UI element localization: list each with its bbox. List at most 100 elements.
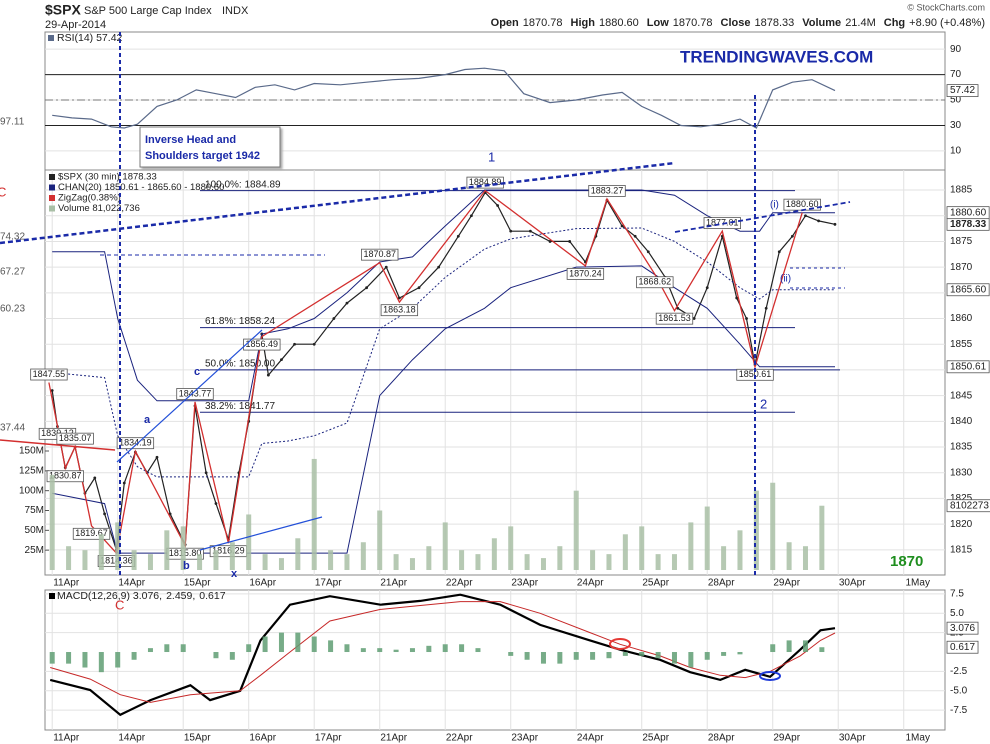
price-point xyxy=(204,471,208,475)
target-text: Inverse Head and xyxy=(145,134,236,146)
bar xyxy=(426,546,432,571)
price-point xyxy=(833,222,837,226)
stat-label: Open xyxy=(491,17,519,29)
bar xyxy=(66,652,72,664)
stat-label: Volume xyxy=(802,17,841,29)
bar xyxy=(786,542,792,571)
price-point xyxy=(93,476,97,480)
legend-swatch xyxy=(49,195,55,201)
y-tick-label: 1875 xyxy=(950,236,973,247)
cut-label: 37.44 xyxy=(0,423,25,434)
y-tick-label: -5.0 xyxy=(950,685,968,696)
bar xyxy=(409,558,415,571)
last-value-label: 57.42 xyxy=(950,85,975,96)
last-value-box xyxy=(946,621,979,635)
bar xyxy=(721,652,727,656)
pivot-label: 1883.27 xyxy=(591,185,624,195)
price-point xyxy=(817,219,820,223)
price-point xyxy=(548,240,552,243)
pivot-label: 1843.77 xyxy=(179,388,212,398)
x-tick-label: 1May xyxy=(906,578,930,589)
x-tick-label: 29Apr xyxy=(773,578,800,589)
date: 29-Apr-2014 xyxy=(45,19,106,31)
pivot-box xyxy=(380,304,419,317)
stat-value: 1880.60 xyxy=(599,17,639,29)
pivot-box xyxy=(588,185,626,197)
highlight-ellipse xyxy=(759,671,781,681)
price-point xyxy=(293,342,296,346)
last-value-label: 8102273 xyxy=(950,500,989,511)
y-tick-label: 1815 xyxy=(950,544,973,555)
fib-label: 50.0%: 1850.00 xyxy=(205,359,275,370)
bar xyxy=(622,534,628,571)
pivot-label: 1880.60 xyxy=(786,199,819,209)
neckline xyxy=(674,201,851,233)
cut-label: C xyxy=(0,184,6,199)
bar xyxy=(131,550,137,571)
pivot-label: 1868.62 xyxy=(639,277,672,287)
x-tick-label: 15Apr xyxy=(184,733,211,744)
y-tick-label: 1855 xyxy=(950,339,973,350)
bar xyxy=(491,538,497,571)
bar xyxy=(246,644,252,653)
site-label: TRENDINGWAVES.COM xyxy=(680,47,873,66)
y-tick-label: 1820 xyxy=(950,519,973,530)
x-tick-label: 16Apr xyxy=(249,733,276,744)
bar xyxy=(82,550,88,571)
series-line xyxy=(49,593,836,717)
price-point xyxy=(646,250,650,254)
bar xyxy=(573,490,579,571)
x-tick-label: 24Apr xyxy=(577,733,604,744)
last-value-box xyxy=(946,283,990,297)
bar xyxy=(540,652,546,664)
bar xyxy=(688,522,694,571)
pivot-label: 1816.29 xyxy=(212,546,245,556)
bar xyxy=(671,554,677,571)
bar xyxy=(639,652,645,656)
wave-label: x xyxy=(231,568,238,580)
bar xyxy=(786,640,792,653)
bar xyxy=(66,546,72,571)
bar xyxy=(262,636,268,653)
price-point xyxy=(397,296,401,300)
pivot-label: 1870.87 xyxy=(363,249,396,259)
channel-lower xyxy=(52,265,835,554)
series-line xyxy=(52,67,836,129)
stat-label: High xyxy=(571,17,596,29)
price-point xyxy=(496,204,500,207)
bar xyxy=(213,652,219,659)
bar xyxy=(590,652,596,660)
x-tick-label: 23Apr xyxy=(511,578,538,589)
bar xyxy=(377,648,383,653)
bar xyxy=(360,648,366,653)
price-point xyxy=(705,286,709,290)
bar xyxy=(524,652,530,660)
price-point xyxy=(122,481,126,485)
pivot-label: 1884.89 xyxy=(469,177,502,187)
bar xyxy=(573,652,579,660)
pivot-box xyxy=(72,527,111,540)
bar xyxy=(49,474,55,571)
y2-tick-label: 125M xyxy=(19,465,44,476)
bar xyxy=(442,644,448,653)
pivot-box xyxy=(243,338,281,351)
pivot-box xyxy=(46,470,84,483)
bar xyxy=(704,506,710,571)
bar xyxy=(802,546,808,571)
bar xyxy=(802,640,808,653)
price-point xyxy=(214,502,218,505)
pivot-box xyxy=(636,276,674,289)
bar xyxy=(606,554,612,571)
wave-label: 2 xyxy=(760,396,767,411)
x-tick-label: 28Apr xyxy=(708,578,735,589)
price-point xyxy=(345,301,349,305)
legend-entry: CHAN(20) 1850.61 - 1865.60 - 1880.60 xyxy=(58,182,224,193)
pivot-label: 1847.55 xyxy=(33,369,66,379)
wave-label: b xyxy=(183,560,190,572)
price-point xyxy=(280,358,283,362)
x-tick-label: 30Apr xyxy=(839,733,866,744)
bar xyxy=(328,640,334,653)
bar xyxy=(393,554,399,571)
x-tick-label: 14Apr xyxy=(118,733,145,744)
wave-label: (i) xyxy=(770,200,779,211)
